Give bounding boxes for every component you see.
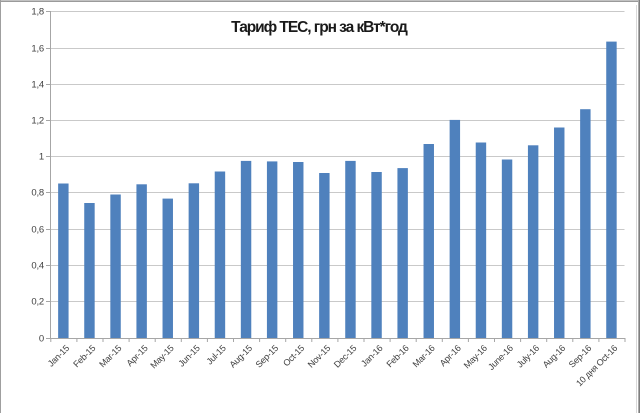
svg-text:Тариф ТЕС, грн за кВт*год: Тариф ТЕС, грн за кВт*год bbox=[231, 19, 408, 36]
svg-text:1: 1 bbox=[39, 152, 44, 163]
svg-text:0,8: 0,8 bbox=[31, 188, 44, 199]
svg-text:1,2: 1,2 bbox=[31, 116, 44, 127]
svg-text:0,6: 0,6 bbox=[31, 225, 44, 236]
svg-text:0,4: 0,4 bbox=[31, 261, 44, 272]
svg-text:0,2: 0,2 bbox=[31, 297, 44, 308]
svg-text:1,6: 1,6 bbox=[31, 44, 44, 55]
svg-text:1,8: 1,8 bbox=[31, 7, 44, 18]
svg-text:1,4: 1,4 bbox=[31, 80, 44, 91]
svg-text:0: 0 bbox=[39, 334, 44, 345]
